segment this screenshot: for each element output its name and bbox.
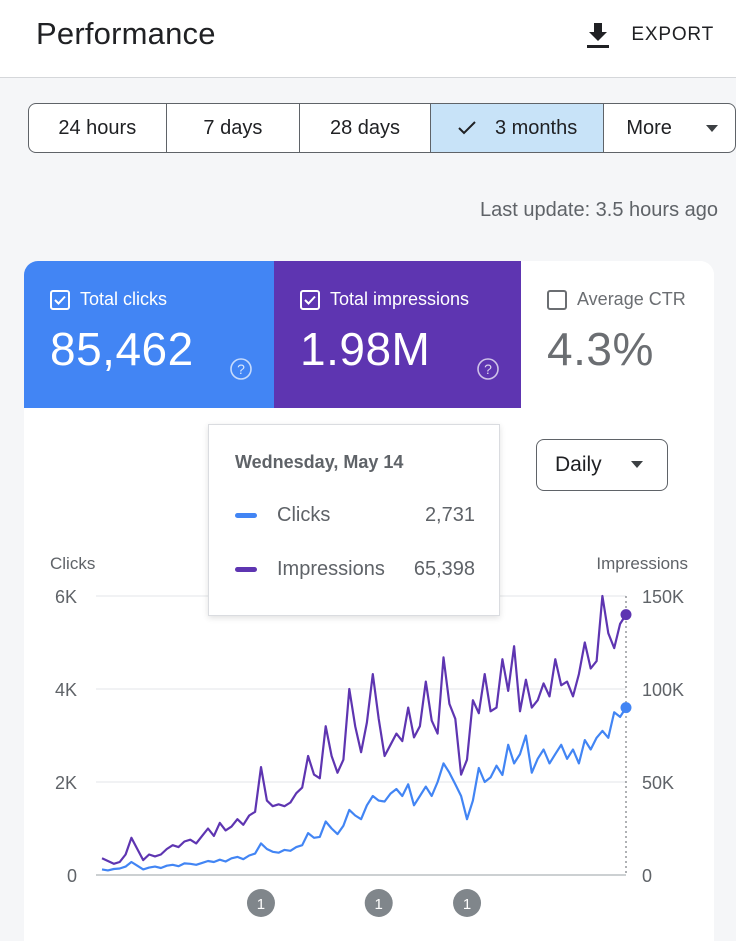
- granularity-label: Daily: [555, 453, 602, 476]
- range-label: 24 hours: [58, 116, 137, 139]
- export-label: EXPORT: [631, 24, 714, 45]
- right-axis-tick-label: 100K: [642, 680, 684, 700]
- annotation-marker[interactable]: 1: [364, 889, 393, 917]
- export-button[interactable]: EXPORT: [585, 18, 714, 52]
- annotation-marker[interactable]: 1: [246, 889, 275, 917]
- svg-text:?: ?: [237, 361, 245, 377]
- left-axis-tick-label: 2K: [55, 773, 77, 793]
- annotation-label: 1: [257, 896, 265, 913]
- series-point-clicks: [620, 702, 632, 714]
- left-axis-tick-label: 0: [67, 866, 77, 886]
- tooltip-date: Wednesday, May 14: [235, 452, 404, 472]
- checkbox-unchecked-icon[interactable]: [547, 289, 567, 310]
- svg-text:?: ?: [484, 361, 492, 377]
- range-label: More: [626, 116, 672, 139]
- date-range-selector: 24 hours 7 days 28 days 3 months More: [28, 103, 736, 153]
- left-axis-tick-label: 4K: [55, 680, 77, 700]
- tooltip-series-value: 2,731: [424, 503, 475, 526]
- annotation-circle: [246, 889, 275, 917]
- tooltip-series-name: Impressions: [277, 557, 385, 580]
- metric-label: Average CTR: [577, 289, 686, 309]
- check-icon: [457, 120, 477, 136]
- tooltip-row-impressions: Impressions 65,398: [235, 556, 475, 582]
- left-axis-label: Clicks: [50, 554, 95, 573]
- annotation-circle: [453, 889, 482, 917]
- download-icon: [587, 23, 610, 48]
- checkbox-checked-icon[interactable]: [300, 289, 320, 310]
- caret-down-icon: [631, 461, 643, 468]
- tooltip-row-clicks: Clicks 2,731: [235, 502, 475, 528]
- metric-average-ctr[interactable]: Average CTR 4.3%: [521, 261, 714, 408]
- tooltip-series-value: 65,398: [413, 557, 475, 580]
- metric-total-impressions[interactable]: Total impressions 1.98M ?: [274, 261, 521, 408]
- metric-total-clicks[interactable]: Total clicks 85,462 ?: [24, 261, 274, 408]
- range-28-days[interactable]: 28 days: [300, 104, 431, 152]
- range-label: 7 days: [203, 116, 263, 139]
- metric-label: Total clicks: [80, 289, 168, 309]
- series-line-impressions: [101, 594, 627, 865]
- series-line-clicks: [101, 707, 627, 872]
- tooltip-series-name: Clicks: [277, 503, 331, 526]
- range-24-hours[interactable]: 24 hours: [29, 104, 167, 152]
- chart-tooltip: Wednesday, May 14 Clicks 2,731 Impressio…: [208, 424, 500, 616]
- granularity-dropdown[interactable]: Daily: [536, 439, 668, 491]
- metric-label: Total impressions: [330, 289, 470, 309]
- metric-value: 1.98M: [300, 323, 431, 375]
- range-label: 3 months: [494, 116, 578, 139]
- annotation-marker[interactable]: 1: [453, 889, 482, 917]
- left-axis-tick-label: 6K: [55, 587, 77, 607]
- series-point-impressions: [620, 609, 632, 621]
- right-axis-tick-label: 150K: [642, 587, 684, 607]
- help-icon[interactable]: ?: [229, 357, 253, 381]
- right-axis-tick-label: 0: [642, 866, 652, 886]
- checkbox-checked-icon[interactable]: [50, 289, 70, 310]
- annotation-label: 1: [375, 896, 383, 913]
- caret-down-icon: [705, 124, 718, 132]
- right-axis-label: Impressions: [596, 554, 688, 573]
- legend-swatch-impressions: [235, 566, 257, 572]
- annotation-circle: [364, 889, 393, 917]
- range-7-days[interactable]: 7 days: [167, 104, 301, 152]
- header: Performance EXPORT: [0, 0, 736, 78]
- page-title: Performance: [36, 16, 216, 51]
- metric-value: 4.3%: [547, 323, 654, 375]
- range-3-months[interactable]: 3 months: [430, 104, 605, 152]
- legend-swatch-clicks: [235, 512, 257, 518]
- metric-value: 85,462: [50, 323, 194, 375]
- range-label: 28 days: [329, 116, 401, 139]
- annotation-label: 1: [463, 896, 471, 913]
- help-icon[interactable]: ?: [476, 357, 500, 381]
- last-update-text: Last update: 3.5 hours ago: [480, 199, 718, 221]
- performance-card: Total clicks 85,462 ? Total impressions …: [24, 261, 714, 941]
- range-more-dropdown[interactable]: More: [604, 104, 735, 152]
- right-axis-tick-label: 50K: [642, 773, 674, 793]
